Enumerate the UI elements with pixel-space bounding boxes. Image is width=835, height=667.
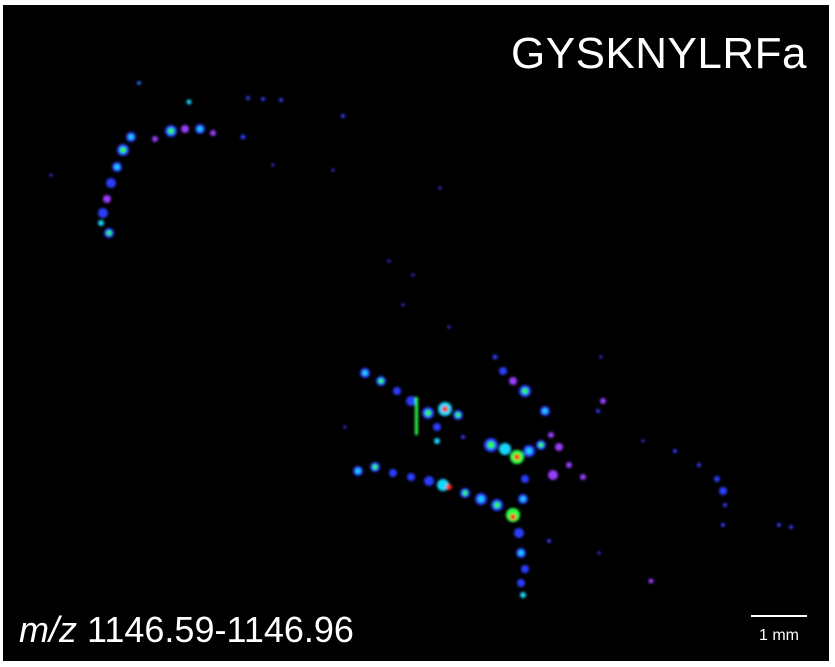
scale-bar-label: 1 mm [759, 627, 799, 644]
signal-cluster-upper-left [49, 81, 345, 238]
signal-scatter-middle [343, 186, 603, 429]
signal-cluster-lower-right [353, 354, 793, 598]
ms-image: GYSKNYLRFa m/z 1146.59-1146.96 1 mm [3, 5, 829, 661]
peptide-label: GYSKNYLRFa [511, 29, 807, 78]
mz-prefix: m/z [19, 609, 77, 650]
scale-bar: 1 mm [751, 615, 807, 645]
mz-range-label: m/z 1146.59-1146.96 [19, 609, 354, 651]
scale-bar-line [751, 615, 807, 617]
mz-range-value: 1146.59-1146.96 [87, 609, 354, 650]
ion-intensity-heatmap [49, 81, 793, 598]
